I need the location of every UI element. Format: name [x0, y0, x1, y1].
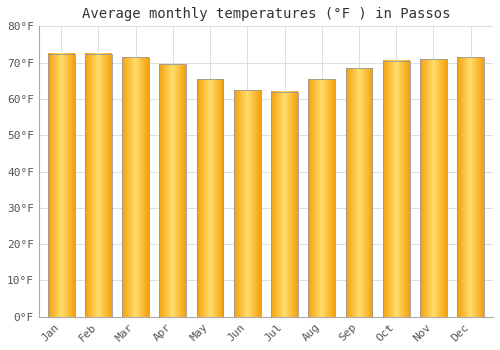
Bar [458, 57, 484, 317]
Bar [271, 92, 298, 317]
Title: Average monthly temperatures (°F ) in Passos: Average monthly temperatures (°F ) in Pa… [82, 7, 450, 21]
Bar [48, 54, 74, 317]
Bar [308, 79, 335, 317]
Bar [420, 59, 447, 317]
Bar [196, 79, 224, 317]
Bar [346, 68, 372, 317]
Bar [85, 54, 112, 317]
Bar [160, 64, 186, 317]
Bar [122, 57, 149, 317]
Bar [234, 90, 260, 317]
Bar [383, 61, 409, 317]
